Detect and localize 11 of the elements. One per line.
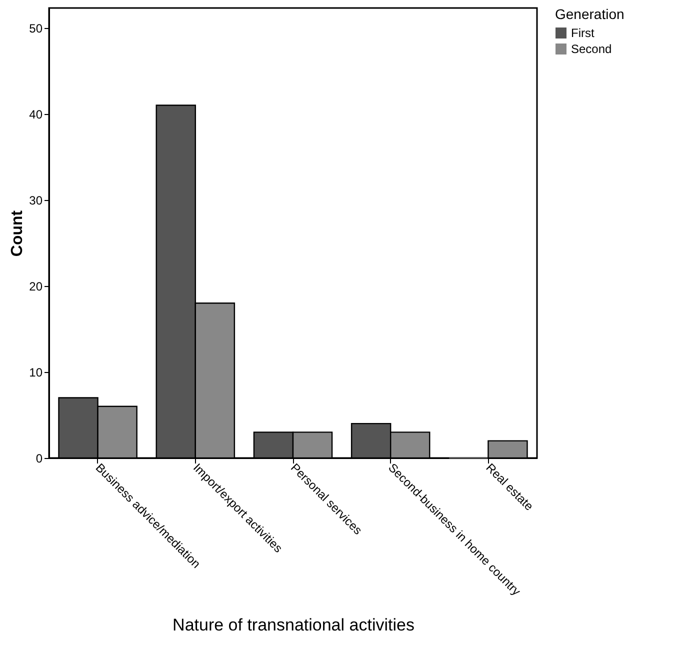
y-tick-label: 40: [29, 107, 43, 122]
y-tick-label: 50: [29, 21, 43, 36]
legend-title: Generation: [555, 6, 624, 22]
y-tick-label: 20: [29, 279, 43, 294]
legend-label: First: [571, 26, 595, 40]
legend-label: Second: [571, 42, 612, 56]
y-tick-label: 10: [29, 365, 43, 380]
y-axis-title: Count: [9, 210, 26, 257]
y-tick-label: 0: [36, 452, 43, 466]
x-axis-title: Nature of transnational activities: [172, 616, 414, 635]
y-tick-label: 30: [29, 193, 43, 208]
